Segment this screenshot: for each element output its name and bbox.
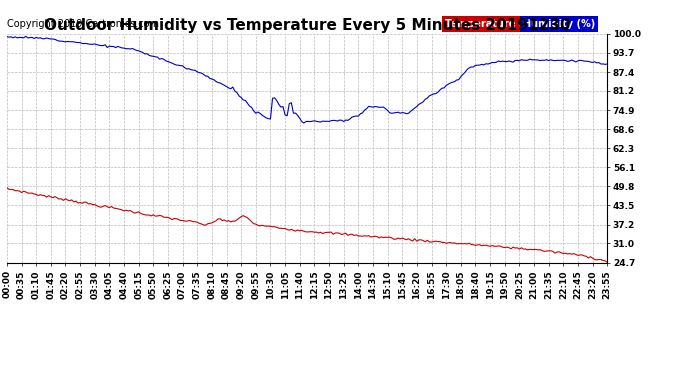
Text: Humidity (%): Humidity (%) [523,19,595,29]
Title: Outdoor Humidity vs Temperature Every 5 Minutes 20191230: Outdoor Humidity vs Temperature Every 5 … [43,18,571,33]
Text: Copyright 2019 Cartronics.com: Copyright 2019 Cartronics.com [7,19,159,29]
Text: Temperature (°F): Temperature (°F) [445,19,540,29]
